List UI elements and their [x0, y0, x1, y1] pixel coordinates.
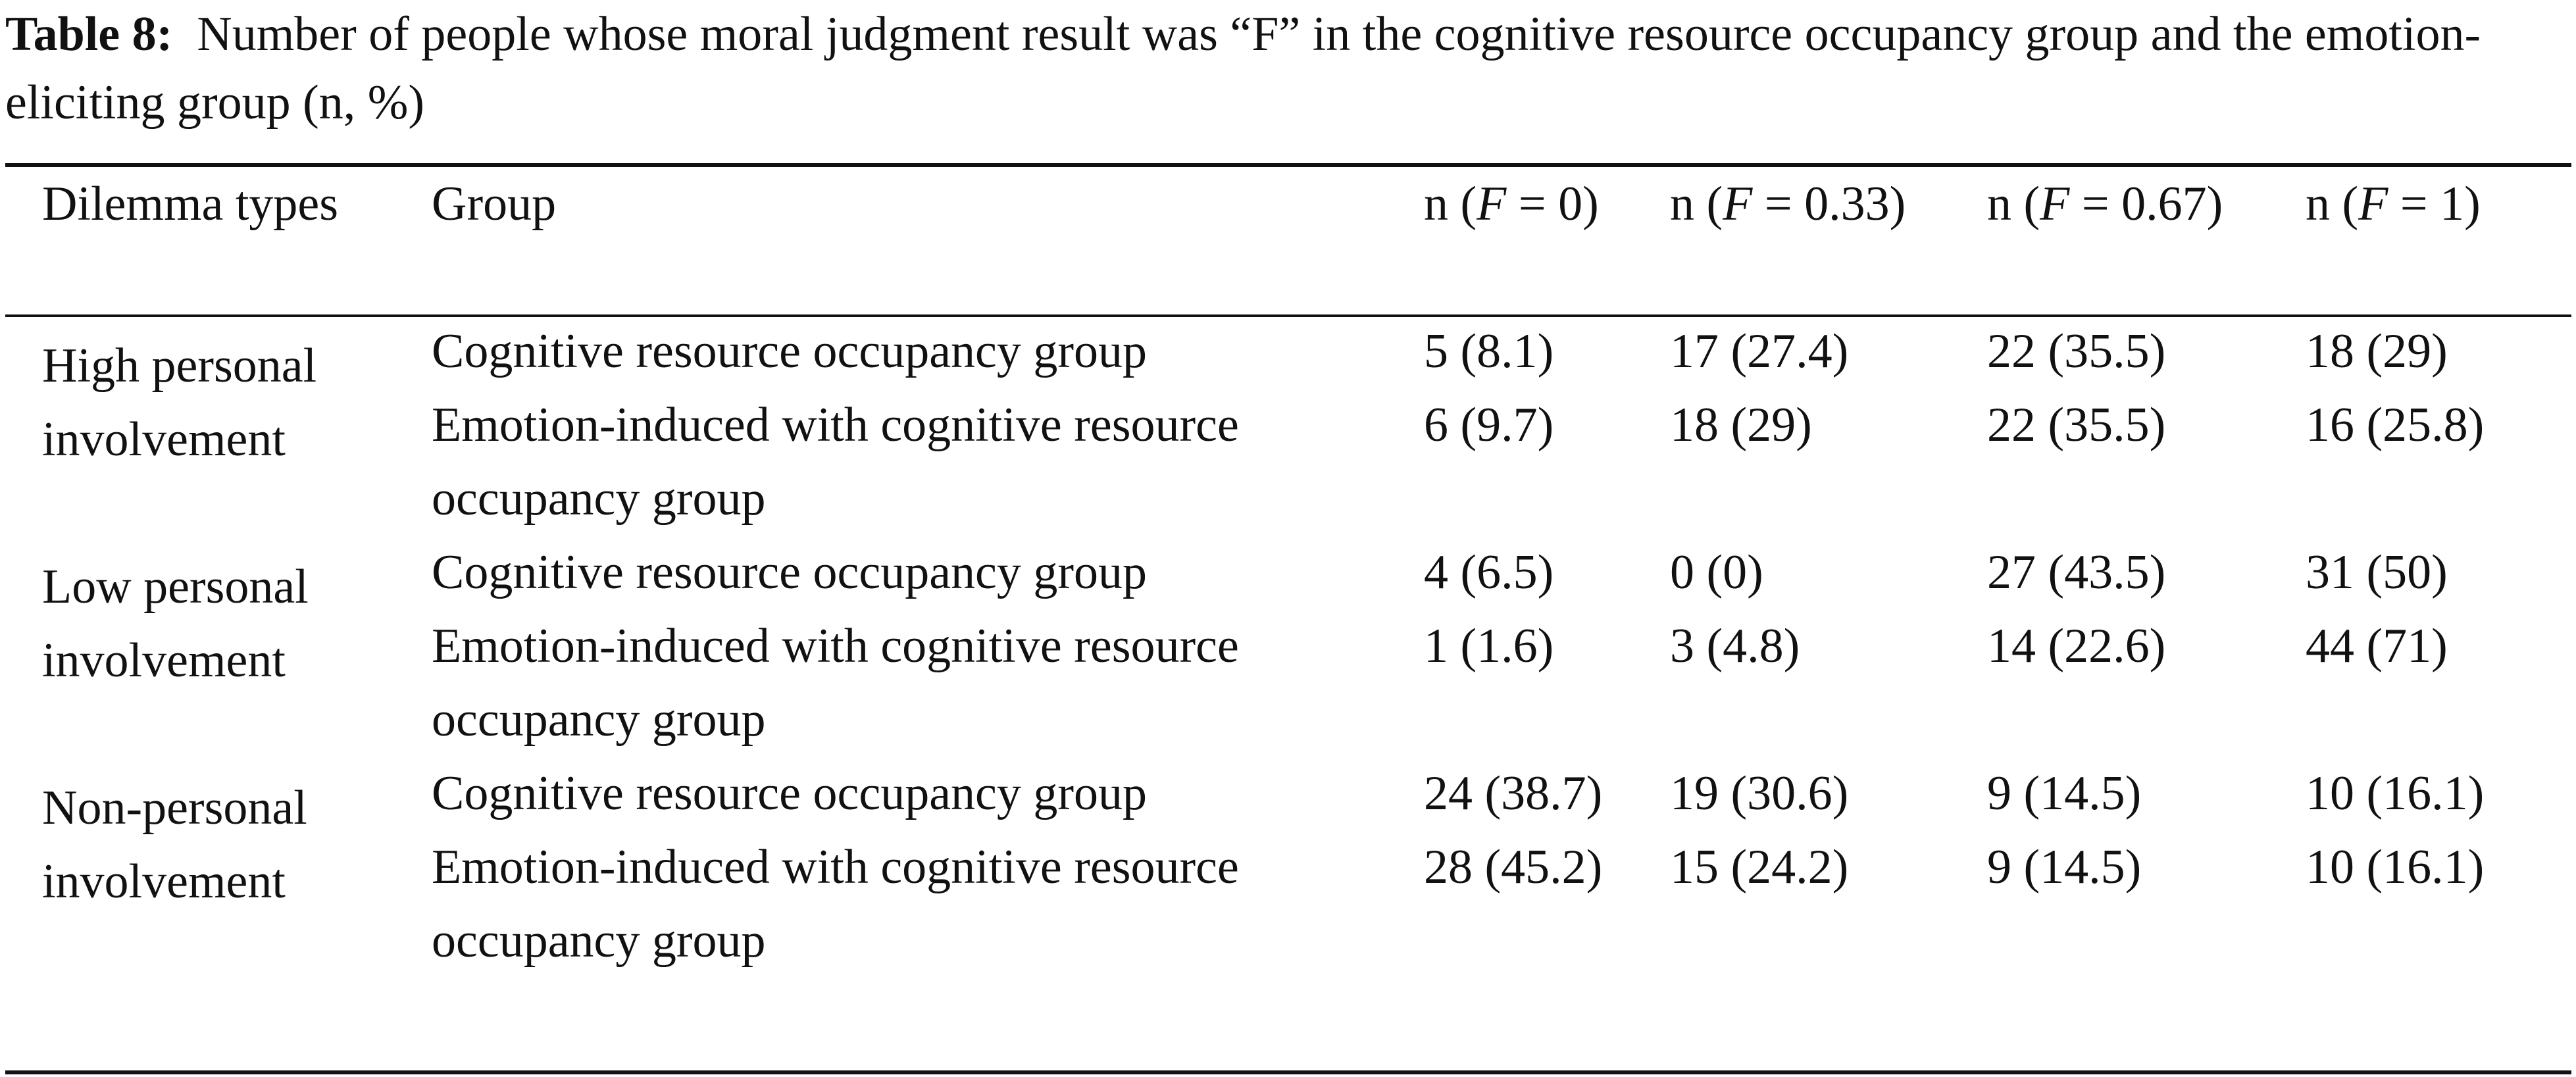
group-cell: Cognitive resource occupancy group	[432, 324, 1148, 378]
value-cell-f067: 9 (14.5)	[1987, 840, 2142, 894]
value-cell-f1: 16 (25.8)	[2306, 398, 2485, 452]
value-cell-f1: 10 (16.1)	[2306, 766, 2485, 820]
top-rule	[5, 163, 2571, 167]
dilemma-type-cell: Low personal involvement	[42, 560, 309, 688]
value-cell-f033: 19 (30.6)	[1670, 766, 1849, 820]
value-cell-f033: 0 (0)	[1670, 545, 1763, 599]
dilemma-type-cell: Non-personal involvement	[42, 781, 307, 909]
table-body: High personal involvement Cognitive resou…	[5, 314, 2571, 978]
header-group: Group	[432, 177, 557, 231]
table-header-row: Dilemma types Group n (F = 0) n (F = 0.3…	[5, 167, 2571, 314]
group-cell: Cognitive resource occupancy group	[432, 766, 1148, 820]
table-caption-label: Table 8:	[5, 7, 173, 61]
group-cell: Emotion-induced with cognitive resource …	[432, 398, 1239, 526]
value-cell-f033: 3 (4.8)	[1670, 619, 1800, 673]
header-f1: n (F = 1)	[2306, 177, 2481, 231]
value-cell-f0: 4 (6.5)	[1424, 545, 1554, 599]
value-cell-f0: 1 (1.6)	[1424, 619, 1554, 673]
header-rule	[5, 314, 2571, 317]
header-f0: n (F = 0)	[1424, 177, 1599, 231]
value-cell-f067: 22 (35.5)	[1987, 398, 2166, 452]
value-cell-f0: 6 (9.7)	[1424, 398, 1554, 452]
group-cell: Emotion-induced with cognitive resource …	[432, 840, 1239, 968]
table-row: Non-personal involvement Cognitive resour…	[5, 757, 2571, 909]
value-cell-f1: 31 (50)	[2306, 545, 2448, 599]
value-cell-f067: 27 (43.5)	[1987, 545, 2166, 599]
group-cell: Cognitive resource occupancy group	[432, 545, 1148, 599]
value-cell-f067: 14 (22.6)	[1987, 619, 2166, 673]
header-f067: n (F = 0.67)	[1987, 177, 2223, 231]
header-dilemma-types: Dilemma types	[42, 177, 339, 231]
table-caption: Table 8: Number of people whose moral ju…	[5, 0, 2571, 137]
value-cell-f0: 28 (45.2)	[1424, 840, 1603, 894]
table-row: Emotion-induced with cognitive resource …	[5, 609, 2571, 757]
bottom-rule	[5, 1070, 2571, 1074]
value-cell-f1: 10 (16.1)	[2306, 840, 2485, 894]
header-f033: n (F = 0.33)	[1670, 177, 1906, 231]
value-cell-f0: 5 (8.1)	[1424, 324, 1554, 378]
value-cell-f033: 18 (29)	[1670, 398, 1812, 452]
value-cell-f1: 44 (71)	[2306, 619, 2448, 673]
group-cell: Emotion-induced with cognitive resource …	[432, 619, 1239, 747]
dilemma-type-cell: High personal involvement	[42, 339, 317, 466]
value-cell-f067: 22 (35.5)	[1987, 324, 2166, 378]
value-cell-f1: 18 (29)	[2306, 324, 2448, 378]
table-row: Emotion-induced with cognitive resource …	[5, 830, 2571, 978]
value-cell-f033: 17 (27.4)	[1670, 324, 1849, 378]
table-caption-text: Number of people whose moral judgment re…	[5, 7, 2481, 130]
table-row: Low personal involvement Cognitive resour…	[5, 536, 2571, 688]
value-cell-f033: 15 (24.2)	[1670, 840, 1849, 894]
value-cell-f067: 9 (14.5)	[1987, 766, 2142, 820]
value-cell-f0: 24 (38.7)	[1424, 766, 1603, 820]
table-row: High personal involvement Cognitive resou…	[5, 314, 2571, 466]
results-table: Dilemma types Group n (F = 0) n (F = 0.3…	[5, 167, 2571, 978]
table-row: Emotion-induced with cognitive resource …	[5, 388, 2571, 536]
